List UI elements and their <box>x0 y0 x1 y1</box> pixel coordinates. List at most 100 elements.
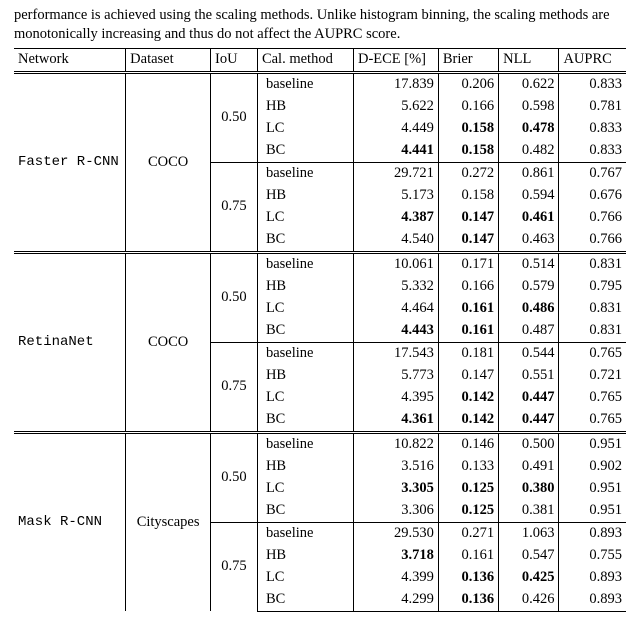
method-cell: baseline <box>257 522 353 545</box>
network-cell: RetinaNet <box>14 252 126 432</box>
method-cell: HB <box>257 545 353 567</box>
dece-cell: 4.464 <box>353 298 438 320</box>
nll-cell: 0.463 <box>499 229 559 253</box>
auprc-cell: 0.831 <box>559 252 626 276</box>
method-cell: baseline <box>257 432 353 456</box>
brier-cell: 0.161 <box>438 545 498 567</box>
brier-cell: 0.161 <box>438 320 498 343</box>
brier-cell: 0.271 <box>438 522 498 545</box>
dataset-cell: COCO <box>126 252 211 432</box>
auprc-cell: 0.766 <box>559 207 626 229</box>
dece-cell: 4.395 <box>353 387 438 409</box>
nll-cell: 0.461 <box>499 207 559 229</box>
nll-cell: 0.381 <box>499 500 559 523</box>
iou-cell: 0.75 <box>211 162 258 252</box>
dece-cell: 5.773 <box>353 365 438 387</box>
brier-cell: 0.147 <box>438 229 498 253</box>
results-table: Network Dataset IoU Cal. method D-ECE [%… <box>14 48 626 612</box>
auprc-cell: 0.766 <box>559 229 626 253</box>
brier-cell: 0.171 <box>438 252 498 276</box>
iou-cell: 0.75 <box>211 522 258 611</box>
auprc-cell: 0.831 <box>559 320 626 343</box>
table-row: RetinaNetCOCO0.50baseline10.0610.1710.51… <box>14 252 626 276</box>
dece-cell: 29.721 <box>353 162 438 185</box>
brier-cell: 0.158 <box>438 140 498 163</box>
auprc-cell: 0.795 <box>559 276 626 298</box>
dece-cell: 4.443 <box>353 320 438 343</box>
brier-cell: 0.158 <box>438 185 498 207</box>
brier-cell: 0.206 <box>438 72 498 96</box>
dece-cell: 5.622 <box>353 96 438 118</box>
iou-cell: 0.50 <box>211 72 258 162</box>
network-cell: Faster R-CNN <box>14 72 126 252</box>
nll-cell: 0.500 <box>499 432 559 456</box>
brier-cell: 0.158 <box>438 118 498 140</box>
nll-cell: 0.447 <box>499 387 559 409</box>
method-cell: LC <box>257 207 353 229</box>
auprc-cell: 0.755 <box>559 545 626 567</box>
nll-cell: 1.063 <box>499 522 559 545</box>
dece-cell: 3.305 <box>353 478 438 500</box>
auprc-cell: 0.767 <box>559 162 626 185</box>
dece-cell: 4.387 <box>353 207 438 229</box>
nll-cell: 0.514 <box>499 252 559 276</box>
auprc-cell: 0.902 <box>559 456 626 478</box>
nll-cell: 0.447 <box>499 409 559 433</box>
dece-cell: 3.718 <box>353 545 438 567</box>
nll-cell: 0.478 <box>499 118 559 140</box>
dece-cell: 17.543 <box>353 342 438 365</box>
auprc-cell: 0.951 <box>559 432 626 456</box>
dece-cell: 4.540 <box>353 229 438 253</box>
method-cell: LC <box>257 118 353 140</box>
method-cell: LC <box>257 567 353 589</box>
method-cell: HB <box>257 185 353 207</box>
method-cell: BC <box>257 409 353 433</box>
nll-cell: 0.861 <box>499 162 559 185</box>
method-cell: BC <box>257 229 353 253</box>
dece-cell: 4.361 <box>353 409 438 433</box>
nll-cell: 0.551 <box>499 365 559 387</box>
col-dataset: Dataset <box>126 48 211 72</box>
nll-cell: 0.547 <box>499 545 559 567</box>
iou-cell: 0.50 <box>211 432 258 522</box>
auprc-cell: 0.833 <box>559 118 626 140</box>
dece-cell: 5.173 <box>353 185 438 207</box>
table-header-row: Network Dataset IoU Cal. method D-ECE [%… <box>14 48 626 72</box>
dece-cell: 4.441 <box>353 140 438 163</box>
brier-cell: 0.166 <box>438 276 498 298</box>
auprc-cell: 0.893 <box>559 522 626 545</box>
auprc-cell: 0.833 <box>559 72 626 96</box>
table-row: Mask R-CNNCityscapes0.50baseline10.8220.… <box>14 432 626 456</box>
col-method: Cal. method <box>257 48 353 72</box>
brier-cell: 0.136 <box>438 589 498 612</box>
auprc-cell: 0.765 <box>559 387 626 409</box>
auprc-cell: 0.765 <box>559 409 626 433</box>
col-nll: NLL <box>499 48 559 72</box>
brier-cell: 0.142 <box>438 409 498 433</box>
col-network: Network <box>14 48 126 72</box>
nll-cell: 0.579 <box>499 276 559 298</box>
nll-cell: 0.426 <box>499 589 559 612</box>
brier-cell: 0.272 <box>438 162 498 185</box>
table-row: Faster R-CNNCOCO0.50baseline17.8390.2060… <box>14 72 626 96</box>
nll-cell: 0.622 <box>499 72 559 96</box>
brier-cell: 0.166 <box>438 96 498 118</box>
method-cell: HB <box>257 456 353 478</box>
auprc-cell: 0.951 <box>559 478 626 500</box>
dece-cell: 3.516 <box>353 456 438 478</box>
method-cell: baseline <box>257 162 353 185</box>
dece-cell: 4.299 <box>353 589 438 612</box>
iou-cell: 0.75 <box>211 342 258 432</box>
method-cell: BC <box>257 500 353 523</box>
brier-cell: 0.146 <box>438 432 498 456</box>
method-cell: baseline <box>257 252 353 276</box>
nll-cell: 0.491 <box>499 456 559 478</box>
auprc-cell: 0.721 <box>559 365 626 387</box>
method-cell: BC <box>257 589 353 612</box>
method-cell: baseline <box>257 342 353 365</box>
method-cell: BC <box>257 320 353 343</box>
nll-cell: 0.380 <box>499 478 559 500</box>
col-iou: IoU <box>211 48 258 72</box>
auprc-cell: 0.831 <box>559 298 626 320</box>
col-dece: D-ECE [%] <box>353 48 438 72</box>
